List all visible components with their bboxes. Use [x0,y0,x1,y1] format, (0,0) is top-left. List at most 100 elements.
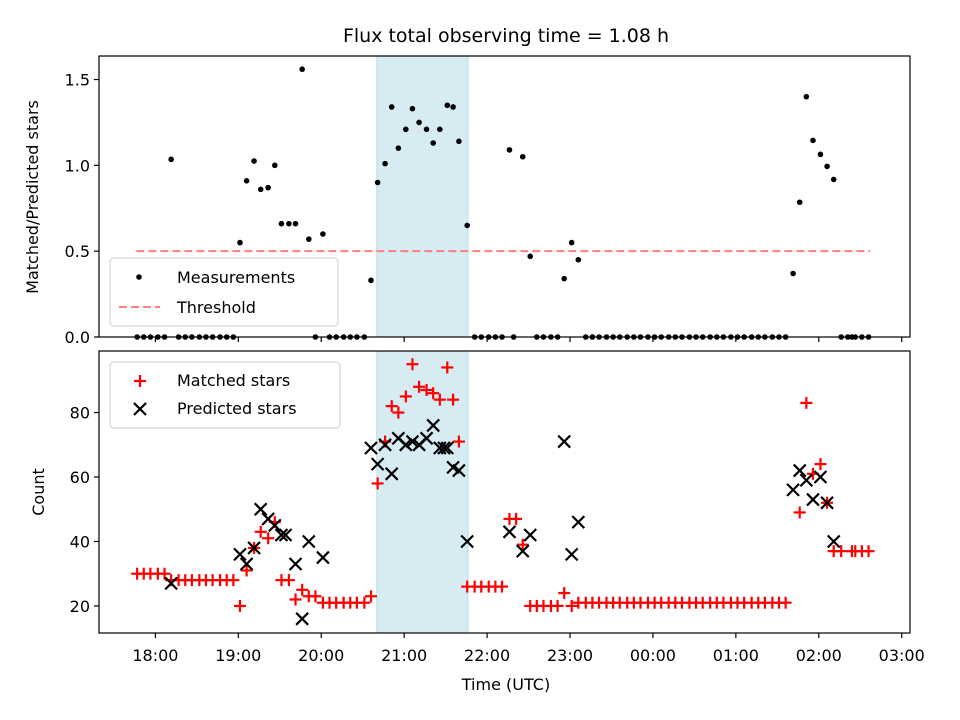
matched-star-point [433,393,446,406]
predicted-star-point [502,525,517,539]
top-legend: Measurements Threshold [109,257,339,327]
top-y-tick-label: 0.5 [65,242,90,261]
predicted-star-point [399,438,413,452]
predicted-stars-series [164,418,841,626]
matched-star-point [835,545,848,558]
matched-star-point [392,406,405,419]
top-y-tick-label: 1.5 [65,71,90,90]
measurement-point [286,220,292,227]
top-panel: 0.0 0.5 1.0 1.5 Matched/Predicted stars Mea… [23,55,911,347]
predicted-star-point [278,528,293,542]
predicted-star-point [452,463,466,478]
bottom-panel: 20 40 60 80 18:00 19:00 20:00 21:00 22:00 23:00 0… [29,350,925,694]
predicted-star-point [813,470,828,484]
predicted-star-point [571,515,586,529]
matched-stars-series [131,358,875,612]
matched-star-point [227,574,240,587]
measurement-point [437,126,443,133]
matched-star-point [399,390,412,403]
measurement-point [519,153,526,160]
top-axes-frame [98,55,911,338]
matched-star-point [289,593,302,606]
top-y-tick-label: 0.0 [65,328,90,347]
bottom-x-tick-label: 00:00 [630,646,676,665]
measurement-point [237,239,243,246]
measurement-point [243,177,250,184]
measurement-point [368,277,374,284]
bottom-legend-box [109,361,341,429]
predicted-star-point [239,557,254,571]
measurement-point [830,176,837,183]
measurement-point [430,140,436,146]
matched-star-point [254,525,267,538]
legend-matched-label: Matched stars [177,371,290,390]
predicted-star-point [405,434,420,449]
predicted-star-point [233,547,247,562]
measurement-point [568,239,575,246]
measurement-point [810,137,816,144]
predicted-star-point [370,457,385,471]
predicted-star-point [437,441,451,455]
measurement-point [824,163,830,170]
predicted-star-point [460,534,474,549]
bottom-y-ticks: 20 40 60 80 [70,404,99,616]
predicted-star-point [799,473,814,488]
matched-star-point [240,564,253,577]
predicted-star-point [268,518,282,533]
bottom-axes-frame [98,350,911,634]
measurement-point [305,236,312,242]
bottom-x-ticks: 18:00 19:00 20:00 21:00 22:00 23:00 00:00 01:00… [132,633,925,665]
measurement-point [561,275,568,282]
top-legend-box [109,257,339,327]
bottom-x-tick-label: 20:00 [298,646,344,665]
bottom-x-tick-label: 23:00 [547,646,593,665]
matched-star-point [385,400,398,413]
bottom-y-axis-label: Count [29,468,48,516]
matched-star-point [158,567,171,580]
predicted-star-point [515,544,530,558]
bottom-x-tick-label: 03:00 [879,646,925,665]
predicted-star-point [295,612,309,626]
predicted-star-point [288,557,303,571]
predicted-star-point [820,496,834,510]
measurement-point [292,220,299,227]
predicted-star-point [564,547,579,562]
bottom-x-tick-label: 22:00 [464,646,510,665]
matched-star-point [358,596,371,609]
x-axis-label: Time (UTC) [461,675,550,694]
matched-star-point [420,383,433,396]
matched-star-point [406,358,419,371]
matched-star-point [452,435,465,448]
measurement-point [395,145,402,151]
measurement-point [817,151,824,158]
legend-threshold-label: Threshold [176,298,256,317]
top-x-ticks [154,337,903,342]
matched-star-point [413,380,426,393]
legend-predicted-marker [133,402,147,416]
measurement-point [527,253,534,260]
measurement-point [257,186,264,193]
matched-star-point [447,393,460,406]
measurement-point [423,126,430,133]
measurement-point [456,138,462,145]
bottom-x-tick-label: 18:00 [132,646,178,665]
matched-star-point [262,532,275,545]
measurement-point [265,184,271,191]
measurement-point [409,105,416,112]
matched-star-point [510,512,523,525]
matched-star-point [427,387,440,400]
predicted-star-point [523,528,537,542]
measurement-point [388,104,395,110]
matched-star-point [371,477,384,490]
bottom-y-tick-label: 20 [70,597,90,616]
matched-star-point [558,587,571,600]
predicted-star-point [364,441,378,455]
predicted-star-point [274,528,289,542]
top-y-axis-label: Matched/Predicted stars [23,100,42,294]
predicted-star-point [826,534,841,549]
matched-star-point [800,396,813,409]
predicted-star-point [426,418,440,433]
matched-star-point [309,590,322,603]
legend-measurements-label: Measurements [177,268,295,287]
measurement-point [575,256,582,263]
